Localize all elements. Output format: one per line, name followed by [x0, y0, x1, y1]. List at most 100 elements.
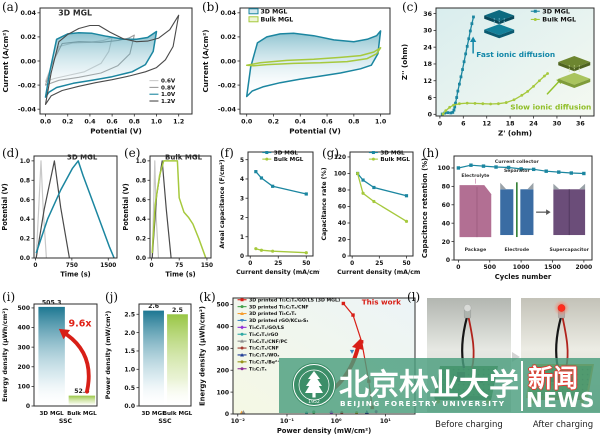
- svg-text:0.6: 0.6: [20, 198, 30, 204]
- svg-text:Time (s): Time (s): [60, 270, 90, 278]
- svg-text:0.00: 0.00: [220, 58, 236, 65]
- svg-text:10⁻¹: 10⁻¹: [280, 418, 295, 425]
- svg-text:100: 100: [216, 389, 229, 396]
- capacitance-rate-chart: 0 25 50 0 20 40 60 80 100 120 Current density (mA/…: [321, 151, 420, 276]
- svg-text:Current (A/cm²): Current (A/cm²): [201, 29, 210, 92]
- svg-text:18: 18: [423, 61, 432, 68]
- svg-text:0.00: 0.00: [20, 58, 36, 65]
- svg-text:Bulk MGL: Bulk MGL: [67, 411, 97, 417]
- svg-text:Capacitance rate (%): Capacitance rate (%): [321, 167, 328, 240]
- svg-text:0.8V: 0.8V: [161, 85, 176, 91]
- svg-text:3D printed rGO/KCu₇S₄: 3D printed rGO/KCu₇S₄: [249, 318, 308, 324]
- svg-text:20: 20: [442, 239, 450, 246]
- svg-text:Bulk MGL: Bulk MGL: [165, 154, 203, 162]
- svg-text:0: 0: [240, 254, 244, 260]
- svg-text:Time (s): Time (s): [165, 270, 195, 278]
- svg-text:36: 36: [423, 11, 432, 18]
- led-on: [557, 304, 566, 312]
- panel-label-e: (e): [124, 146, 141, 160]
- panel-i-energy-density: 505.3 3D MGL 52.8 Bulk MGL SSC 0 100 200 300 400 5…: [0, 290, 103, 444]
- svg-text:0.2: 0.2: [268, 118, 279, 125]
- svg-text:1.0: 1.0: [151, 118, 163, 125]
- panel-label-a: (a): [2, 0, 19, 14]
- svg-text:0.4: 0.4: [84, 118, 96, 125]
- svg-text:30: 30: [423, 28, 432, 35]
- svg-text:Ti₃C₂Tₓ/Be²⁺: Ti₃C₂Tₓ/Be²⁺: [249, 360, 280, 366]
- panel-h-cycling: 0 500 1000 1500 2000 0 20 40 60 80 100 Cycles numbe…: [420, 146, 600, 290]
- svg-text:0.6V: 0.6V: [161, 79, 176, 85]
- svg-text:Bulk MGL: Bulk MGL: [163, 411, 193, 417]
- svg-text:1000: 1000: [513, 264, 530, 271]
- svg-text:500: 500: [483, 264, 496, 271]
- svg-text:Bulk MGL: Bulk MGL: [274, 157, 304, 163]
- svg-text:0: 0: [149, 263, 153, 269]
- svg-text:-0.04: -0.04: [218, 106, 237, 113]
- svg-text:-0.02: -0.02: [218, 82, 236, 89]
- svg-text:0.8: 0.8: [348, 118, 359, 125]
- panel-label-l: (l): [407, 290, 421, 304]
- svg-text:2.5: 2.5: [172, 307, 183, 314]
- svg-text:50: 50: [402, 261, 410, 267]
- svg-text:0: 0: [225, 411, 229, 418]
- svg-text:0: 0: [456, 264, 460, 271]
- svg-text:1: 1: [240, 235, 244, 241]
- svg-text:0.4: 0.4: [136, 217, 146, 223]
- cycling-retention-chart: 0 500 1000 1500 2000 0 20 40 60 80 100 Cycles numbe…: [421, 155, 593, 281]
- panel-label-b: (b): [202, 0, 220, 14]
- svg-text:1.0: 1.0: [136, 159, 146, 165]
- svg-text:0.04: 0.04: [20, 10, 36, 17]
- svg-text:500: 500: [216, 302, 229, 309]
- panel-j-power-density: 2.6 3D MGL 2.5 Bulk MGL SSC 0.0 0.5 1.0 1.5 2.0 2.…: [103, 290, 197, 444]
- svg-text:0.4: 0.4: [295, 118, 307, 125]
- svg-text:Power density (mW/cm²): Power density (mW/cm²): [277, 427, 371, 435]
- svg-text:This work: This work: [362, 297, 401, 306]
- panel-label-c: (c): [402, 0, 419, 14]
- svg-text:0: 0: [342, 254, 346, 260]
- svg-text:6: 6: [428, 95, 433, 102]
- svg-text:Energy density (μWh/cm²): Energy density (μWh/cm²): [199, 306, 207, 406]
- svg-text:0.0: 0.0: [124, 403, 135, 410]
- svg-text:1.0V: 1.0V: [161, 92, 176, 98]
- panel-label-d: (d): [2, 146, 20, 160]
- svg-text:75: 75: [175, 263, 183, 269]
- svg-text:SSC: SSC: [59, 418, 73, 425]
- svg-text:3D printed Ti₃C₂Tₓ/CNF: 3D printed Ti₃C₂Tₓ/CNF: [249, 304, 309, 310]
- svg-text:Fast ionic diffusion: Fast ionic diffusion: [476, 50, 555, 59]
- svg-text:0.04: 0.04: [220, 10, 236, 17]
- svg-text:0.8: 0.8: [136, 178, 146, 184]
- svg-text:2.0: 2.0: [124, 330, 135, 337]
- svg-text:2.5: 2.5: [124, 311, 135, 318]
- svg-text:3D MGL: 3D MGL: [40, 411, 65, 417]
- svg-text:80: 80: [338, 188, 346, 194]
- svg-text:0: 0: [248, 261, 252, 267]
- cv-curves-chart: 0.0 0.2 0.4 0.6 0.8 1.0 1.2 -0.04 -0.02 0.00 0.02 0…: [1, 7, 193, 136]
- svg-text:Ti₃C₂Tₓ/WOₓ: Ti₃C₂Tₓ/WOₓ: [249, 353, 279, 359]
- svg-text:30: 30: [553, 120, 562, 127]
- svg-text:Current density (mA/cm²): Current density (mA/cm²): [236, 269, 320, 276]
- svg-text:0.0: 0.0: [136, 256, 146, 262]
- svg-text:3D MGL: 3D MGL: [274, 151, 299, 157]
- nyquist-chart: 0 6 12 18 24 30 36 0 6 12 18 24 30 36 Z' (ohm) Z'' (ohm…: [400, 7, 595, 138]
- svg-text:1.2: 1.2: [173, 118, 184, 125]
- svg-text:100: 100: [437, 165, 450, 172]
- svg-text:Supercapacitor: Supercapacitor: [550, 247, 590, 253]
- svg-text:Electrolyte: Electrolyte: [461, 173, 489, 179]
- svg-text:6: 6: [461, 120, 466, 127]
- svg-text:3: 3: [240, 196, 244, 202]
- svg-text:60: 60: [338, 205, 346, 211]
- svg-text:3D MGL: 3D MGL: [58, 8, 92, 17]
- svg-text:750: 750: [66, 263, 78, 269]
- svg-text:100: 100: [17, 384, 30, 391]
- between-photos-arrow-icon: [512, 352, 520, 362]
- svg-text:Cycles number: Cycles number: [495, 273, 552, 281]
- svg-text:0: 0: [446, 257, 450, 264]
- svg-text:10¹: 10¹: [380, 418, 391, 425]
- svg-text:9.6x: 9.6x: [69, 318, 92, 329]
- svg-text:0.2: 0.2: [136, 237, 146, 243]
- svg-text:1.0: 1.0: [124, 366, 135, 373]
- svg-text:Capacitance retention (%): Capacitance retention (%): [421, 158, 429, 258]
- panel-label-f: (f): [220, 146, 234, 160]
- panel-a-cv-3d-mgl: 0.0 0.2 0.4 0.6 0.8 1.0 1.2 -0.04 -0.02 0.00 0.02 0…: [0, 0, 200, 146]
- svg-text:0.0: 0.0: [20, 256, 30, 262]
